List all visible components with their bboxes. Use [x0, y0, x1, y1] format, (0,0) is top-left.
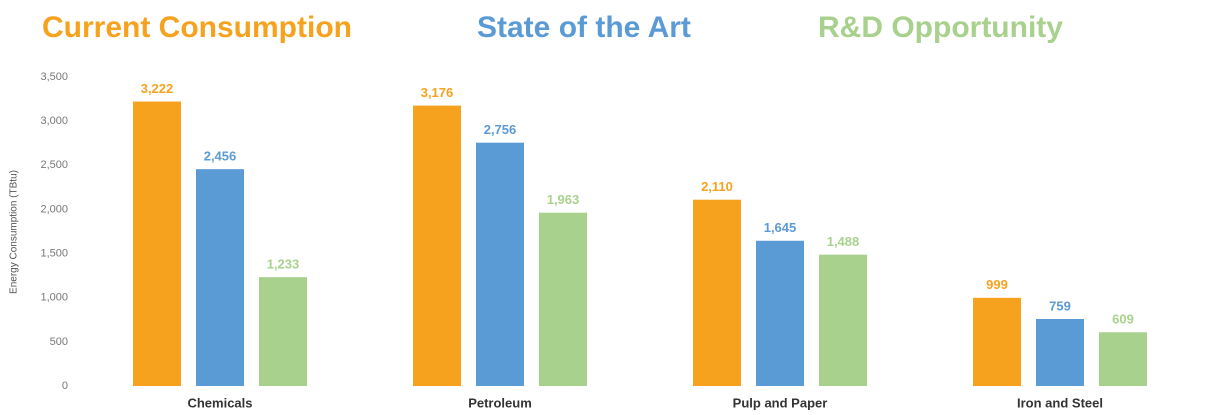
bar: [973, 297, 1021, 386]
value-label: 1,488: [827, 234, 860, 249]
y-tick-label: 3,000: [40, 115, 68, 127]
value-label: 2,456: [204, 149, 237, 164]
x-tick-label: Pulp and Paper: [733, 395, 828, 410]
y-tick-label: 1,000: [40, 292, 68, 304]
bar: [1036, 318, 1084, 386]
value-label: 1,233: [267, 257, 300, 272]
legend-label: R&D Opportunity: [818, 11, 1063, 44]
value-label: 1,645: [764, 220, 797, 235]
bar: [259, 277, 307, 386]
x-tick-label: Chemicals: [187, 395, 252, 410]
bar: [196, 169, 244, 386]
legend-label: State of the Art: [477, 11, 691, 44]
y-tick-label: 3,500: [40, 71, 68, 83]
y-tick-label: 2,500: [40, 159, 68, 171]
y-axis-label: Energy Consumption (TBtu): [9, 170, 20, 294]
value-label: 3,176: [421, 85, 454, 100]
bar: [819, 254, 867, 386]
bar: [539, 212, 587, 386]
x-tick-label: Iron and Steel: [1017, 395, 1103, 410]
bar: [413, 105, 461, 387]
value-label: 609: [1112, 312, 1134, 327]
value-label: 759: [1049, 298, 1071, 313]
bar: [133, 101, 181, 386]
y-tick-label: 1,500: [40, 247, 68, 259]
value-label: 2,756: [484, 122, 517, 137]
y-tick-label: 0: [62, 380, 68, 392]
value-label: 2,110: [701, 179, 733, 194]
bar: [693, 199, 741, 386]
bar: [1099, 332, 1147, 386]
bar: [756, 240, 804, 386]
x-tick-label: Petroleum: [468, 395, 532, 410]
bar: [476, 142, 524, 386]
value-label: 999: [986, 277, 1008, 292]
y-tick-label: 500: [50, 336, 68, 348]
y-tick-label: 2,000: [40, 203, 68, 215]
legend-label: Current Consumption: [42, 11, 352, 44]
value-label: 1,963: [547, 192, 580, 207]
value-label: 3,222: [141, 81, 174, 96]
